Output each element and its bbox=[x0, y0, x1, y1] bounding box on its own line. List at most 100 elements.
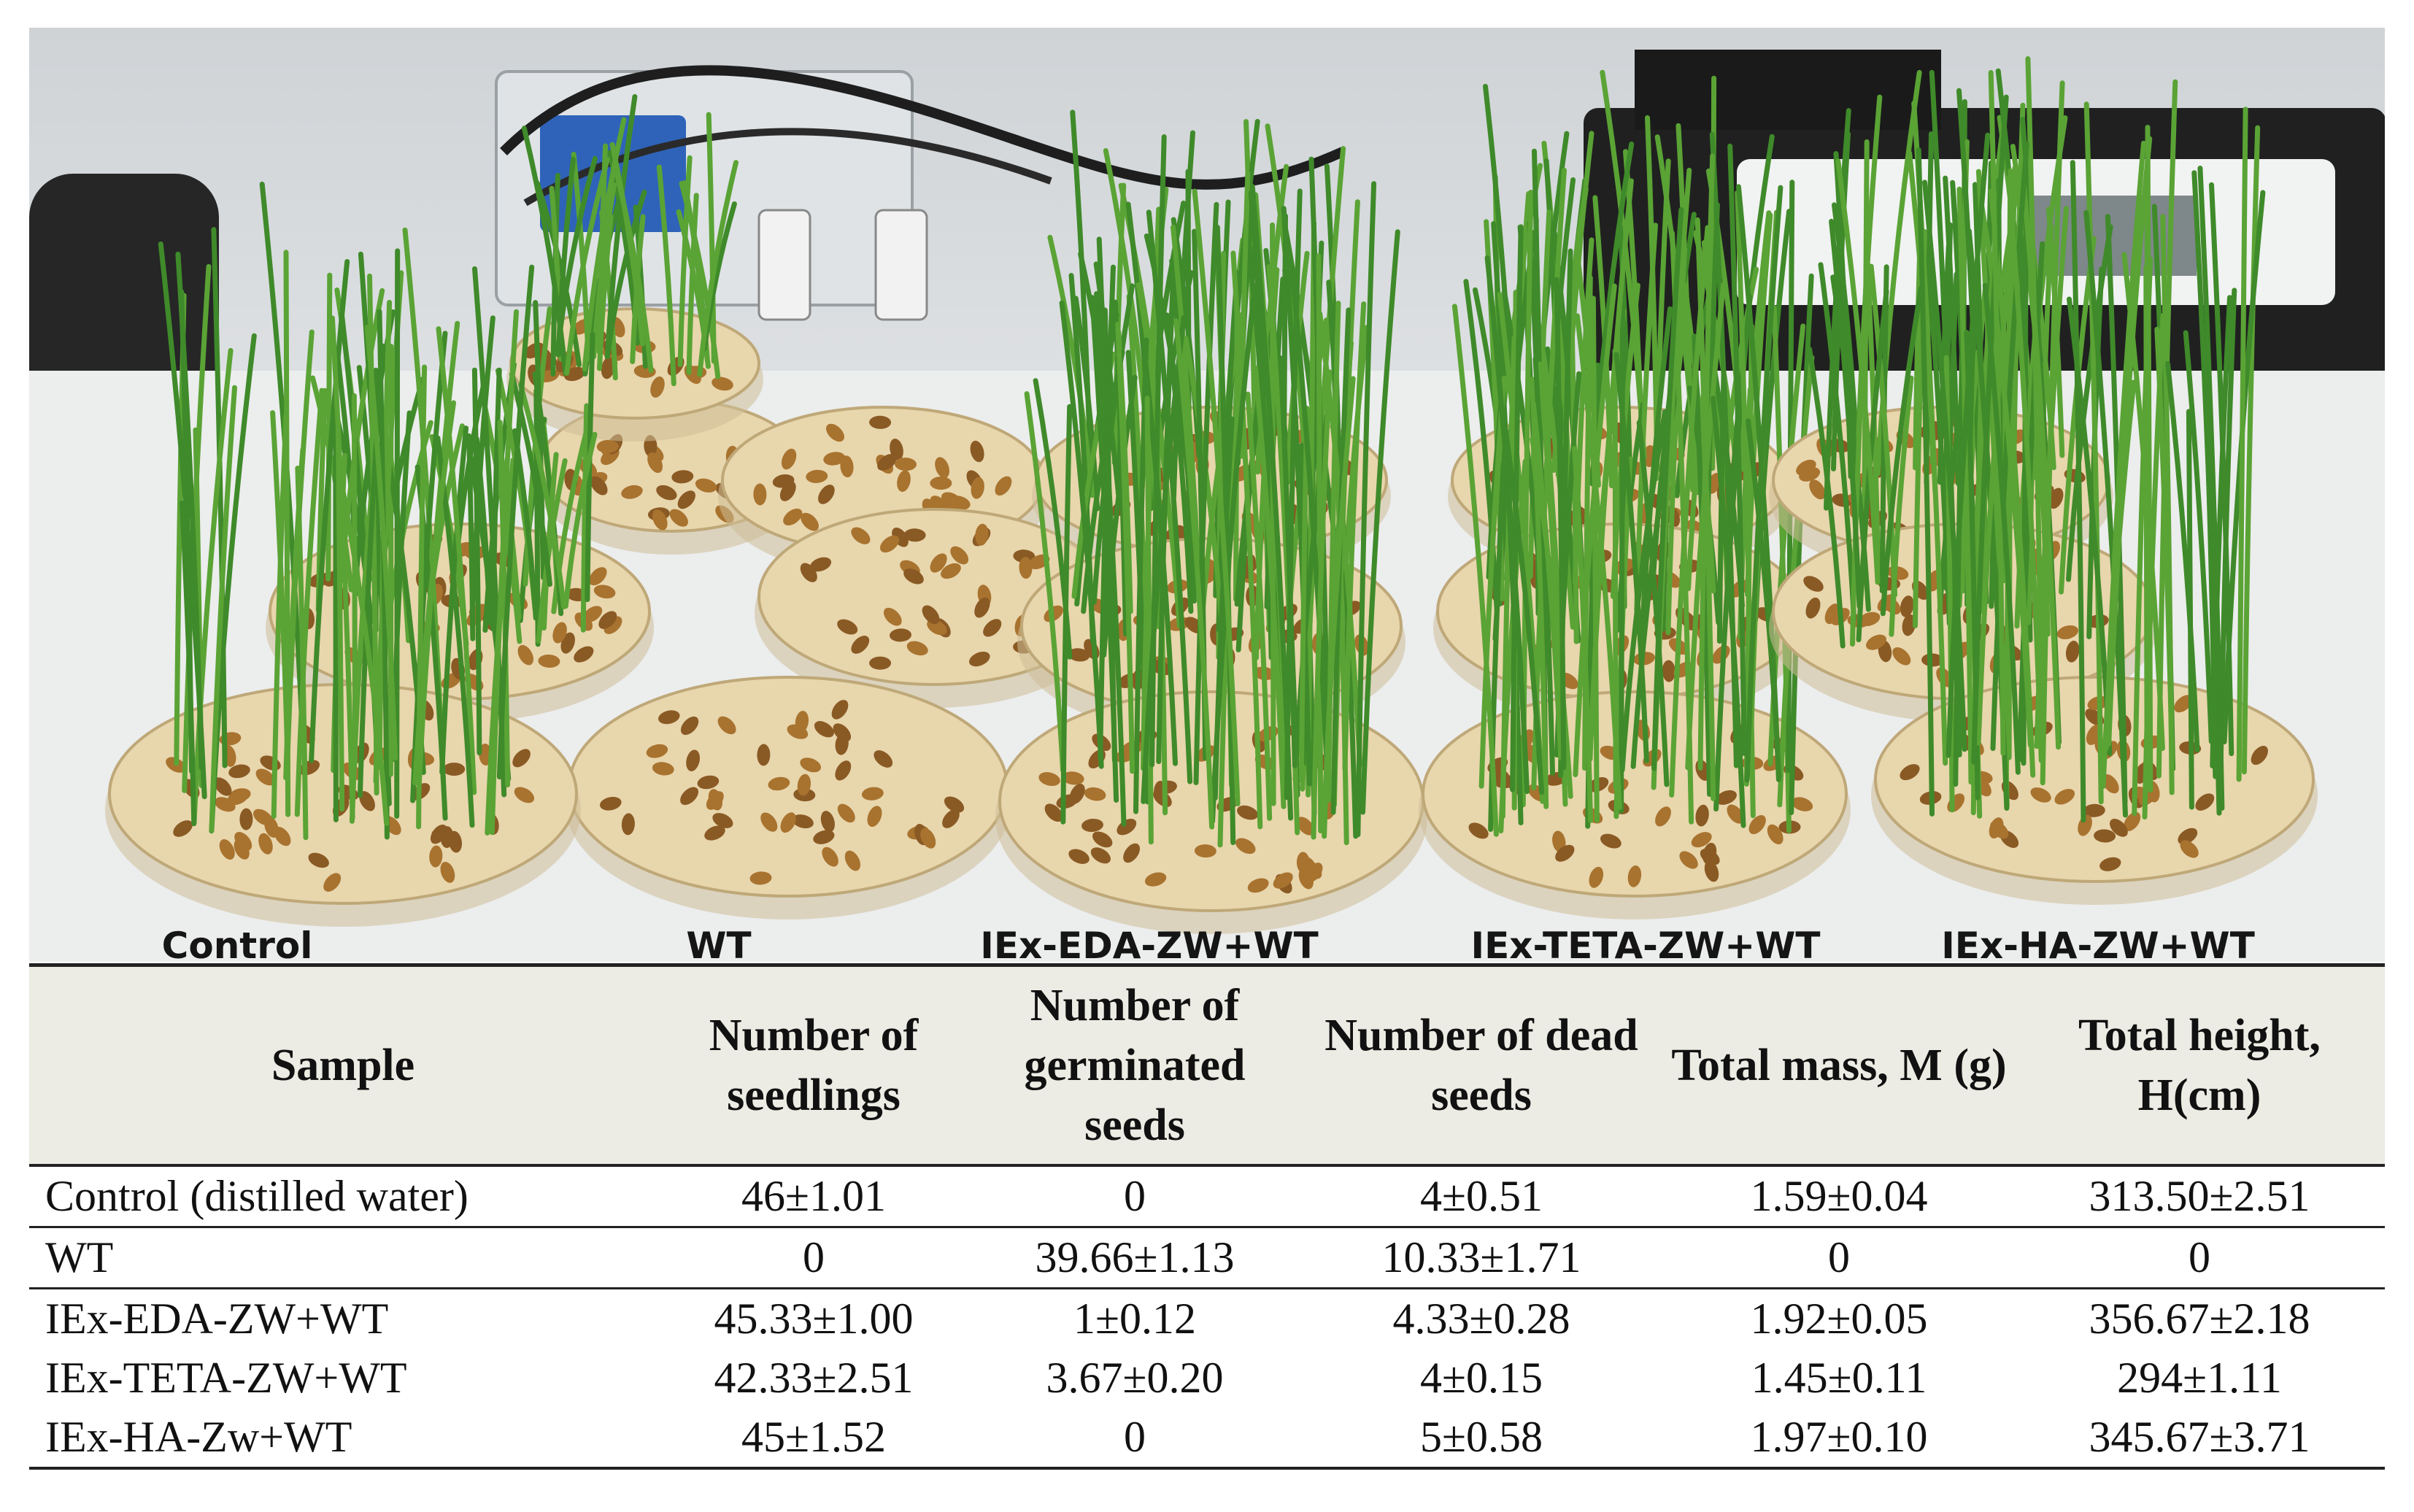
seed bbox=[2094, 829, 2116, 843]
table-row: IEx-TETA-ZW+WT 42.33±2.51 3.67±0.20 4±0.… bbox=[29, 1349, 2385, 1408]
seed bbox=[2054, 789, 2075, 805]
seed bbox=[1799, 467, 1821, 482]
seed bbox=[308, 852, 329, 868]
seed bbox=[323, 873, 342, 892]
cell-sample: Control (distilled water) bbox=[29, 1165, 657, 1228]
cell-dead: 10.33±1.71 bbox=[1299, 1227, 1664, 1289]
seedling-leaf bbox=[2066, 224, 2113, 582]
seedling-leaf bbox=[412, 400, 456, 786]
seedling-leaf bbox=[1510, 224, 1524, 792]
seedling-leaf bbox=[1192, 188, 1241, 806]
cell-germinated: 0 bbox=[971, 1408, 1299, 1470]
seed bbox=[173, 820, 193, 837]
seed bbox=[1247, 878, 1269, 893]
seed bbox=[517, 644, 534, 666]
seed bbox=[749, 871, 772, 885]
seed bbox=[712, 813, 733, 828]
seedling-leaf bbox=[394, 248, 401, 819]
seed bbox=[833, 723, 852, 742]
seed bbox=[780, 812, 796, 833]
seed bbox=[430, 824, 447, 844]
seedling-leaf bbox=[1967, 120, 2006, 496]
seedling-leaf bbox=[1360, 229, 1400, 815]
seed bbox=[995, 476, 1012, 496]
seedling-leaf bbox=[1735, 184, 1781, 782]
cell-height: 356.67±2.18 bbox=[2089, 1295, 2310, 1343]
cell-germinated: 3.67±0.20 bbox=[1046, 1354, 1224, 1402]
seedling-leaf bbox=[1554, 277, 1567, 771]
seed bbox=[851, 527, 871, 544]
seedling-leaf bbox=[1975, 240, 2014, 746]
seed bbox=[869, 415, 892, 429]
seed bbox=[822, 846, 838, 867]
seed bbox=[1068, 849, 1090, 864]
seed bbox=[1044, 803, 1063, 822]
seed bbox=[2251, 746, 2268, 765]
seed bbox=[1092, 831, 1113, 848]
seedling-leaf bbox=[1532, 356, 1555, 776]
cell-sample: IEx-TETA-ZW+WT bbox=[45, 1354, 407, 1402]
seedling-leaf bbox=[1135, 282, 1182, 629]
seed bbox=[621, 485, 643, 499]
seed bbox=[264, 816, 279, 838]
label-control: Control bbox=[161, 925, 313, 962]
seed bbox=[795, 711, 809, 733]
seedling-leaf bbox=[1463, 279, 1500, 614]
seedling-leaf bbox=[541, 452, 559, 631]
seed bbox=[704, 825, 725, 841]
seedling-leaf bbox=[1916, 147, 1935, 817]
seedling-leaf bbox=[597, 214, 614, 371]
seed bbox=[2083, 803, 2105, 817]
seedling-leaf bbox=[1193, 201, 1219, 785]
seed bbox=[1748, 815, 1766, 835]
seed bbox=[1555, 844, 1575, 862]
seed bbox=[1068, 648, 1090, 662]
seedling-leaf bbox=[697, 160, 739, 377]
seed bbox=[1038, 772, 1060, 787]
seed bbox=[867, 806, 882, 828]
seed bbox=[1805, 597, 1821, 619]
seedling-leaf bbox=[517, 382, 567, 609]
cell-dead: 4±0.15 bbox=[1420, 1354, 1543, 1402]
cell-dead: 5±0.58 bbox=[1299, 1408, 1664, 1470]
seedling-leaf bbox=[2059, 236, 2097, 595]
cell-seedlings: 42.33±2.51 bbox=[714, 1354, 914, 1402]
cell-mass: 1.45±0.11 bbox=[1751, 1354, 1927, 1402]
seed bbox=[813, 830, 835, 844]
seed bbox=[826, 423, 844, 442]
seed bbox=[2174, 695, 2193, 713]
seed bbox=[443, 763, 466, 776]
seed bbox=[890, 628, 911, 642]
seed bbox=[1589, 866, 1604, 888]
table-row: IEx-HA-Zw+WT 45±1.52 0 5±0.58 1.97±0.10 … bbox=[29, 1408, 2385, 1470]
seed bbox=[2102, 774, 2119, 794]
label-wt: WT bbox=[686, 925, 752, 962]
seed bbox=[219, 839, 235, 860]
seed bbox=[514, 787, 535, 803]
seed bbox=[448, 830, 462, 853]
seed bbox=[861, 787, 884, 801]
seed bbox=[2178, 828, 2198, 845]
seedling-leaf bbox=[1685, 282, 1727, 771]
seed bbox=[1069, 783, 1085, 804]
seedling-leaf bbox=[1500, 404, 1544, 795]
seedling-leaf bbox=[2034, 206, 2069, 749]
seedling-leaf bbox=[1711, 396, 1746, 828]
seed bbox=[1866, 634, 1886, 650]
seed bbox=[2048, 487, 2064, 509]
seed bbox=[680, 787, 699, 806]
seedling-leaf bbox=[1634, 223, 1658, 613]
seedling-leaf bbox=[1946, 132, 1991, 758]
seedling-leaf bbox=[1694, 217, 1716, 801]
seedling-leaf bbox=[335, 427, 345, 812]
seed bbox=[906, 641, 928, 656]
seedling-leaf bbox=[1322, 376, 1356, 822]
seedling-leaf bbox=[1530, 401, 1564, 761]
cell-mass: 1.59±0.04 bbox=[1664, 1165, 2014, 1228]
seedling-leaf bbox=[1059, 300, 1104, 769]
table-header-row: Sample Number of seedlings Number of ger… bbox=[29, 963, 2385, 1167]
cell-seedlings: 45.33±1.00 bbox=[714, 1295, 914, 1343]
seed bbox=[697, 775, 720, 790]
seedling-leaf bbox=[2083, 101, 2104, 805]
seed bbox=[949, 495, 971, 510]
